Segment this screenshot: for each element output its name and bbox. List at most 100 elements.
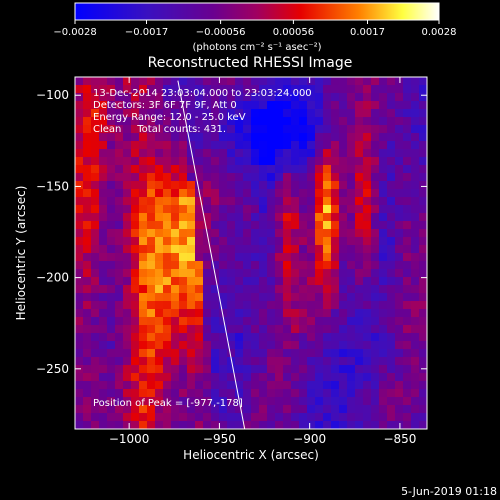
heatmap-cell bbox=[235, 365, 244, 374]
heatmap-cell bbox=[243, 157, 252, 166]
heatmap-cell bbox=[139, 125, 148, 134]
heatmap-cell bbox=[355, 157, 364, 166]
heatmap-cell bbox=[211, 229, 220, 238]
heatmap-cell bbox=[403, 269, 412, 278]
heatmap-cell bbox=[75, 85, 84, 94]
heatmap-cell bbox=[323, 189, 332, 198]
heatmap-cell bbox=[379, 405, 388, 414]
heatmap-cell bbox=[139, 197, 148, 206]
heatmap-cell bbox=[411, 245, 420, 254]
heatmap-cell bbox=[187, 149, 196, 158]
heatmap-cell bbox=[299, 389, 308, 398]
heatmap-cell bbox=[331, 365, 340, 374]
heatmap-cell bbox=[347, 397, 356, 406]
heatmap-cell bbox=[259, 109, 268, 118]
heatmap-cell bbox=[339, 333, 348, 342]
heatmap-cell bbox=[251, 141, 260, 150]
heatmap-cell bbox=[395, 125, 404, 134]
heatmap-cell bbox=[403, 245, 412, 254]
heatmap-cell bbox=[139, 229, 148, 238]
heatmap-cell bbox=[91, 309, 100, 318]
heatmap-cell bbox=[419, 405, 427, 414]
heatmap-cell bbox=[107, 189, 116, 198]
heatmap-cell bbox=[139, 413, 148, 422]
heatmap-cell bbox=[387, 317, 396, 326]
colorbar-tick-label: 0.0017 bbox=[350, 27, 385, 38]
heatmap-cell bbox=[99, 205, 108, 214]
heatmap-cell bbox=[107, 109, 116, 118]
heatmap-cell bbox=[387, 165, 396, 174]
heatmap-cell bbox=[227, 141, 236, 150]
heatmap-cell bbox=[211, 325, 220, 334]
heatmap-cell bbox=[371, 189, 380, 198]
heatmap-cell bbox=[411, 309, 420, 318]
heatmap-cell bbox=[355, 349, 364, 358]
heatmap-cell bbox=[155, 157, 164, 166]
heatmap-cell bbox=[99, 397, 108, 406]
heatmap-cell bbox=[419, 373, 427, 382]
heatmap-cell bbox=[371, 141, 380, 150]
heatmap-cell bbox=[387, 349, 396, 358]
heatmap-cell bbox=[147, 317, 156, 326]
heatmap-cell bbox=[99, 333, 108, 342]
heatmap-cell bbox=[411, 149, 420, 158]
heatmap-cell bbox=[155, 381, 164, 390]
heatmap-cell bbox=[211, 133, 220, 142]
heatmap-cell bbox=[387, 389, 396, 398]
heatmap-cell bbox=[107, 141, 116, 150]
heatmap-cell bbox=[267, 189, 276, 198]
heatmap-cell bbox=[419, 205, 427, 214]
heatmap-cell bbox=[291, 309, 300, 318]
heatmap-cell bbox=[75, 301, 84, 310]
heatmap-cell bbox=[187, 269, 196, 278]
heatmap-cell bbox=[403, 237, 412, 246]
heatmap-cell bbox=[283, 341, 292, 350]
heatmap-cell bbox=[395, 373, 404, 382]
heatmap-cell bbox=[123, 405, 132, 414]
heatmap-cell bbox=[267, 109, 276, 118]
heatmap-cell bbox=[219, 301, 228, 310]
heatmap-cell bbox=[227, 405, 236, 414]
heatmap-cell bbox=[275, 293, 284, 302]
heatmap-cell bbox=[387, 357, 396, 366]
heatmap-cell bbox=[83, 213, 92, 222]
heatmap-cell bbox=[147, 237, 156, 246]
heatmap-cell bbox=[307, 117, 316, 126]
heatmap-cell bbox=[411, 165, 420, 174]
heatmap-cell bbox=[187, 277, 196, 286]
heatmap-cell bbox=[371, 157, 380, 166]
heatmap-cell bbox=[99, 285, 108, 294]
heatmap-cell bbox=[235, 277, 244, 286]
heatmap-cell bbox=[355, 293, 364, 302]
heatmap-cell bbox=[235, 293, 244, 302]
heatmap-cell bbox=[323, 77, 332, 86]
heatmap-cell bbox=[147, 309, 156, 318]
heatmap-cell bbox=[251, 261, 260, 270]
heatmap-cell bbox=[251, 93, 260, 102]
heatmap-cell bbox=[259, 405, 268, 414]
heatmap-cell bbox=[403, 357, 412, 366]
heatmap-cell bbox=[171, 261, 180, 270]
heatmap-cell bbox=[315, 125, 324, 134]
heatmap-cell bbox=[283, 261, 292, 270]
heatmap-cell bbox=[219, 253, 228, 262]
heatmap-cell bbox=[419, 101, 427, 110]
heatmap-cell bbox=[155, 309, 164, 318]
heatmap-cell bbox=[395, 389, 404, 398]
heatmap-cell bbox=[411, 405, 420, 414]
heatmap-cell bbox=[203, 157, 212, 166]
heatmap-cell bbox=[323, 261, 332, 270]
heatmap-cell bbox=[323, 317, 332, 326]
heatmap-cell bbox=[379, 413, 388, 422]
heatmap-cell bbox=[147, 413, 156, 422]
heatmap-cell bbox=[267, 253, 276, 262]
heatmap-cell bbox=[187, 341, 196, 350]
heatmap-cell bbox=[243, 317, 252, 326]
heatmap-cell bbox=[227, 301, 236, 310]
heatmap-cell bbox=[131, 85, 140, 94]
heatmap-cell bbox=[123, 285, 132, 294]
heatmap-cell bbox=[315, 229, 324, 238]
heatmap-cell bbox=[235, 205, 244, 214]
heatmap-cell bbox=[291, 349, 300, 358]
